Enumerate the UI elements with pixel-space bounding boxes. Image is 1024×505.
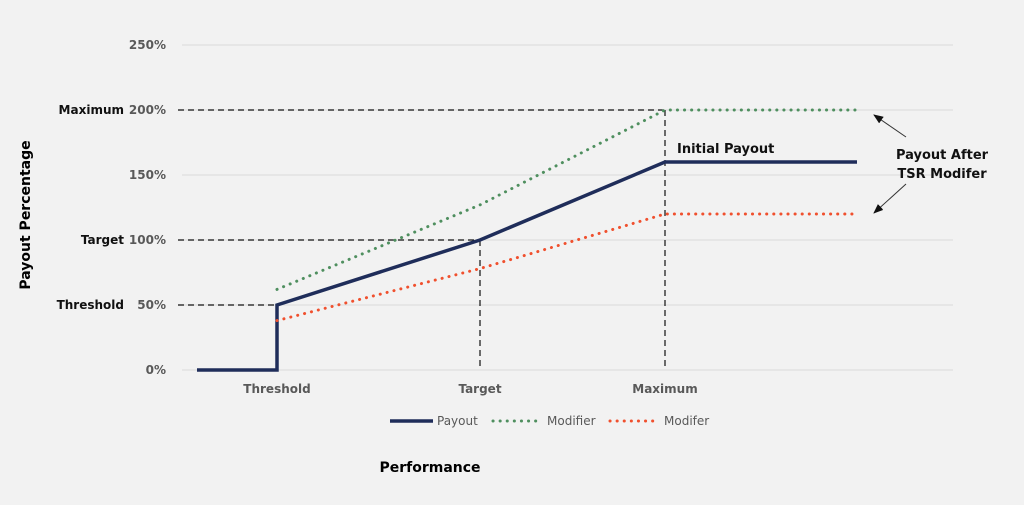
x-category-label: Maximum (632, 382, 697, 396)
y-tick-label: 150% (129, 168, 166, 182)
reference-dashed-lines (178, 109, 666, 370)
legend-label: Modifier (547, 414, 596, 428)
x-axis-title: Performance (379, 460, 480, 476)
y-axis-ticks: 0% 50% 100% 150% 200% 250% (129, 38, 166, 377)
annotation-arrows (873, 114, 907, 214)
y-level-label: Threshold (57, 298, 124, 312)
y-tick-label: 250% (129, 38, 166, 52)
series-payout-line (197, 160, 857, 372)
y-tick-label: 100% (129, 233, 166, 247)
gridlines (182, 44, 953, 371)
y-tick-label: 0% (146, 363, 166, 377)
modifier-annotation-line2: TSR Modifer (897, 167, 987, 182)
arrow-up-icon (873, 114, 907, 138)
y-tick-label: 50% (137, 298, 166, 312)
y-level-labels: Threshold Target Maximum (57, 103, 125, 312)
legend: Payout Modifier Modifer (390, 414, 709, 428)
x-category-label: Threshold (243, 382, 310, 396)
series-modifier-up-line (275, 108, 859, 291)
x-axis-categories: Threshold Target Maximum (243, 382, 697, 396)
y-axis-title: Payout Percentage (18, 140, 34, 289)
legend-label: Modifer (664, 414, 709, 428)
legend-label: Payout (437, 414, 478, 428)
y-level-label: Maximum (59, 103, 124, 117)
modifier-annotation-line1: Payout After (896, 148, 989, 163)
y-level-label: Target (81, 233, 124, 247)
initial-payout-annotation: Initial Payout (677, 142, 774, 157)
arrow-down-icon (873, 183, 907, 214)
series-modifier-down-line (275, 212, 859, 323)
x-category-label: Target (458, 382, 501, 396)
series-lines (197, 108, 859, 372)
y-tick-label: 200% (129, 103, 166, 117)
